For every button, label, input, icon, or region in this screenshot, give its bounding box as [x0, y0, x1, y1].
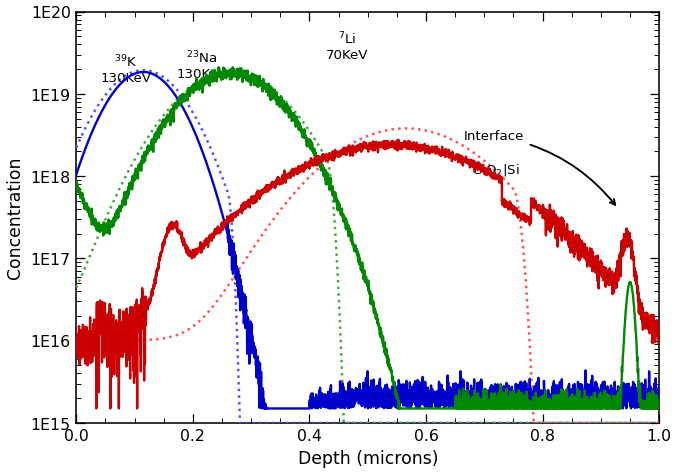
Text: $^{7}$Li
70KeV: $^{7}$Li 70KeV: [326, 30, 369, 62]
Text: $^{23}$Na
130KeV: $^{23}$Na 130KeV: [176, 50, 227, 81]
X-axis label: Depth (microns): Depth (microns): [298, 450, 438, 468]
Text: $^{39}$K
130KeV: $^{39}$K 130KeV: [100, 54, 151, 85]
Y-axis label: Concentration: Concentration: [6, 156, 24, 279]
Text: Interface: Interface: [464, 130, 615, 205]
Text: SiO$_2$|Si: SiO$_2$|Si: [473, 162, 519, 178]
